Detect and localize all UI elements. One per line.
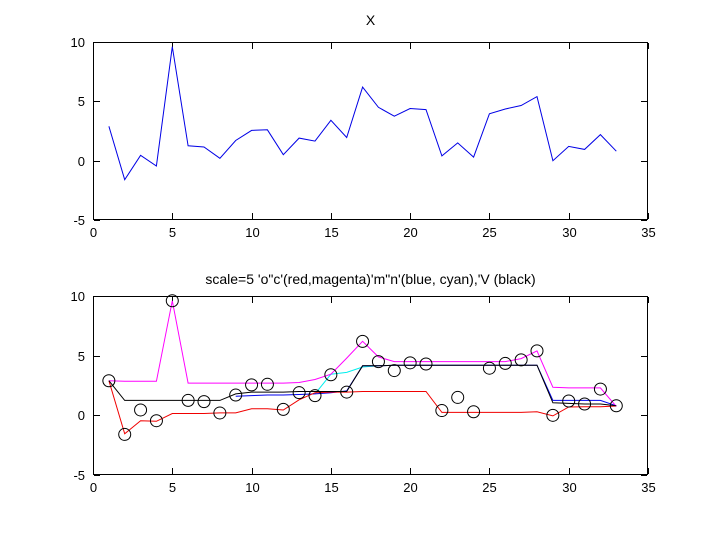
marker-X-markers — [181, 393, 195, 407]
marker-X-markers — [562, 394, 576, 408]
marker-X-markers — [149, 414, 163, 428]
marker-X-markers — [134, 403, 148, 417]
marker-X-markers — [340, 385, 354, 399]
axes-box — [93, 296, 648, 475]
marker-X-markers — [514, 353, 528, 367]
axes-box — [93, 42, 648, 220]
marker-X-markers — [530, 344, 544, 358]
marker-X-markers — [609, 399, 623, 413]
marker-X-markers — [118, 427, 132, 441]
x-tick-label: 20 — [403, 225, 417, 240]
marker-X-markers — [276, 402, 290, 416]
marker-X-markers — [371, 355, 385, 369]
marker-X-markers — [578, 397, 592, 411]
x-tick-label: 30 — [562, 480, 576, 495]
y-tick-label: 10 — [71, 35, 85, 50]
x-tick-label: 10 — [245, 225, 259, 240]
x-tick-label: 10 — [245, 480, 259, 495]
x-tick-label: 25 — [482, 225, 496, 240]
x-tick-label: 15 — [324, 480, 338, 495]
y-tick-label: 10 — [71, 289, 85, 304]
x-tick-label: 5 — [169, 480, 176, 495]
y-tick-label: -5 — [73, 213, 85, 228]
marker-X-markers — [245, 378, 259, 392]
x-tick-label: 0 — [90, 225, 97, 240]
bottom-plot-title: scale=5 'o"c'(red,magenta)'m"n'(blue, cy… — [205, 271, 536, 287]
y-tick-label: 5 — [78, 94, 85, 109]
marker-X-markers — [102, 374, 116, 388]
marker-X-markers — [403, 356, 417, 370]
x-tick-label: 0 — [90, 480, 97, 495]
marker-X-markers — [260, 377, 274, 391]
marker-X-markers — [308, 389, 322, 403]
x-tick-label: 35 — [641, 225, 655, 240]
top-plot-title: X — [365, 12, 376, 28]
marker-X-markers — [387, 364, 401, 378]
series-n-cyan — [314, 365, 379, 395]
marker-X-markers — [435, 404, 449, 418]
series-m-blue — [235, 364, 617, 407]
bottom-axes: 0 5 10 15 20 25 30 35 10 5 0 -5 — [71, 289, 656, 495]
marker-X-markers — [292, 386, 306, 400]
series-X-signal — [108, 46, 617, 181]
marker-X-markers — [498, 356, 512, 370]
y-tick-label: -5 — [73, 468, 85, 483]
x-tick-label: 5 — [169, 225, 176, 240]
marker-X-markers — [482, 361, 496, 375]
marker-X-markers — [197, 395, 211, 409]
marker-X-markers — [165, 294, 179, 308]
y-tick-label: 0 — [78, 154, 85, 169]
marker-X-markers — [229, 388, 243, 402]
x-tick-label: 15 — [324, 225, 338, 240]
marker-X-markers — [324, 368, 338, 382]
series-V-black — [108, 364, 617, 407]
y-tick-label: 0 — [78, 408, 85, 423]
marker-X-markers — [356, 334, 370, 348]
marker-X-markers — [546, 408, 560, 422]
marker-X-markers — [419, 357, 433, 371]
x-tick-label: 20 — [403, 480, 417, 495]
marker-X-markers — [593, 382, 607, 396]
series-o-red — [108, 380, 617, 435]
marker-X-markers — [467, 405, 481, 419]
marker-X-markers — [213, 406, 227, 420]
y-tick-label: 5 — [78, 349, 85, 364]
top-axes: 0 5 10 15 20 25 30 35 10 5 0 -5 — [71, 35, 656, 240]
x-tick-label: 30 — [562, 225, 576, 240]
x-tick-label: 25 — [482, 480, 496, 495]
series-c-magenta — [108, 300, 617, 407]
x-tick-label: 35 — [641, 480, 655, 495]
marker-X-markers — [451, 390, 465, 404]
